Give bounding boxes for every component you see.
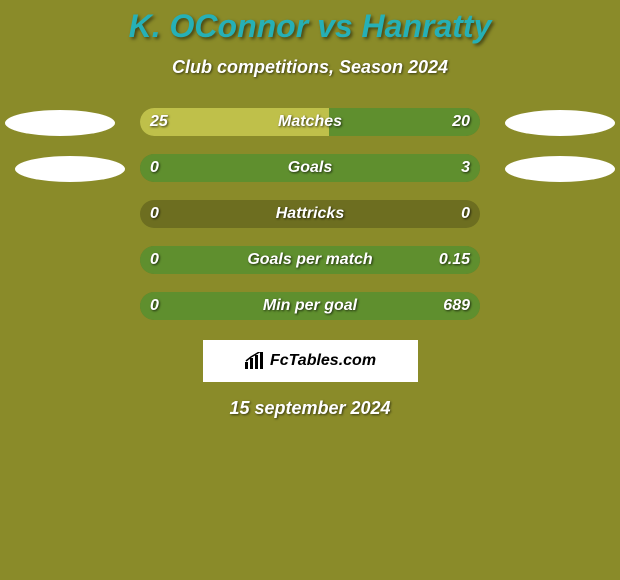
stat-value-right: 689 [443,292,470,320]
stat-value-left: 0 [150,154,159,182]
comparison-infographic: K. OConnor vs Hanratty Club competitions… [0,0,620,580]
stat-value-left: 0 [150,246,159,274]
branding-box: FcTables.com [203,340,418,382]
stat-value-right: 0.15 [439,246,470,274]
stat-bar: Hattricks0 0 [140,200,480,228]
stat-label: Min per goal [140,292,480,320]
stat-row: Hattricks0 0 [0,200,620,230]
stat-value-right: 0 [461,200,470,228]
stats-container: Matches2520Goals03Hattricks00Goals per m… [0,108,620,322]
stat-value-left: 25 [150,108,168,136]
chart-icon [244,352,266,370]
stat-label: Hattricks [140,200,480,228]
stat-row: Goals0 3 [0,154,620,184]
stat-label: Matches [140,108,480,136]
page-title: K. OConnor vs Hanratty [0,0,620,45]
stat-label: Goals [140,154,480,182]
stat-value-left: 0 [150,292,159,320]
player-left-icon [15,156,125,182]
stat-row: Matches25 20 [0,108,620,138]
stat-bar: Min per goal0 689 [140,292,480,320]
stat-bar: Goals0 3 [140,154,480,182]
stat-bar: Goals per match0 0.15 [140,246,480,274]
stat-value-left: 0 [150,200,159,228]
stat-bar: Matches25 20 [140,108,480,136]
subtitle: Club competitions, Season 2024 [0,57,620,78]
stat-value-right: 3 [461,154,470,182]
branding-text: FcTables.com [270,352,376,370]
stat-label: Goals per match [140,246,480,274]
player-right-icon [505,110,615,136]
date-text: 15 september 2024 [0,398,620,419]
player-left-icon [5,110,115,136]
player-right-icon [505,156,615,182]
stat-row: Min per goal0 689 [0,292,620,322]
stat-value-right: 20 [452,108,470,136]
stat-row: Goals per match0 0.15 [0,246,620,276]
